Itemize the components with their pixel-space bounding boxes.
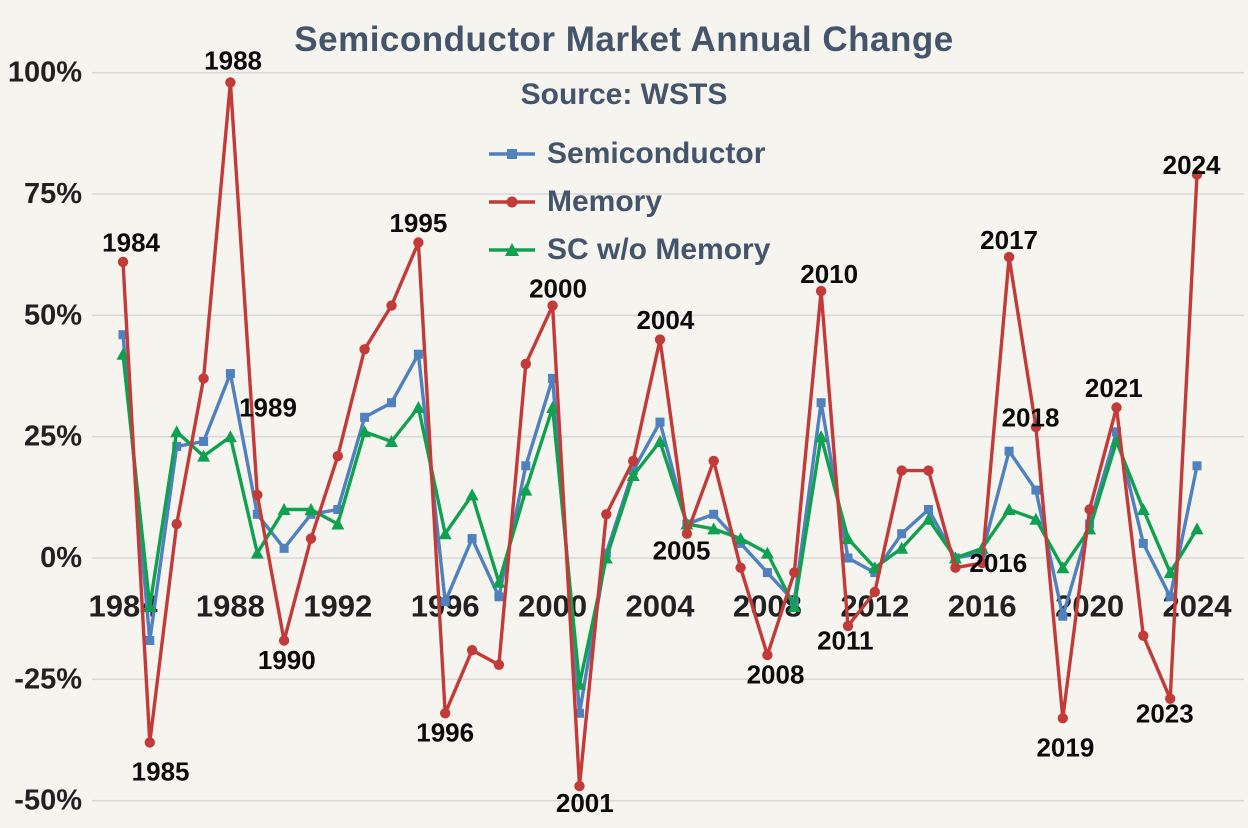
point-annotation: 2017 <box>980 225 1038 255</box>
point-annotation: 1995 <box>389 208 447 238</box>
x-axis-label: 1988 <box>196 589 265 624</box>
point-annotation: 2024 <box>1163 150 1221 180</box>
y-axis-label: 0% <box>40 542 82 574</box>
point-annotation: 1988 <box>204 46 262 76</box>
x-axis-label: 2004 <box>626 589 696 624</box>
y-axis-label: -25% <box>14 663 82 695</box>
point-annotation: 2016 <box>969 548 1027 578</box>
y-axis-labels: 100% 75% 50% 25% 0% -25% -50% <box>8 57 82 817</box>
memory-line-marker-icon <box>489 196 535 208</box>
semiconductor-line-marker-icon <box>489 149 535 159</box>
sc-wo-memory-line-marker-icon <box>489 243 535 256</box>
point-annotation: 2019 <box>1036 732 1094 762</box>
legend: Semiconductor Memory SC w/o Memory <box>487 130 770 274</box>
point-annotation: 2011 <box>817 626 873 656</box>
chart-subtitle: Source: WSTS <box>520 78 728 111</box>
legend-label-semiconductor: Semiconductor <box>547 137 766 170</box>
y-axis-label: 50% <box>24 299 82 331</box>
point-annotation: 2010 <box>800 259 858 289</box>
point-annotation: 2004 <box>636 305 694 335</box>
point-annotation: 2000 <box>529 274 587 304</box>
gridlines <box>92 71 1244 802</box>
point-annotation: 1990 <box>258 645 316 675</box>
point-annotation: 2023 <box>1136 698 1194 728</box>
point-annotation: 2005 <box>653 536 711 566</box>
y-axis-label: 75% <box>24 178 82 210</box>
point-annotation: 2018 <box>1002 402 1060 432</box>
legend-item-memory: Memory <box>487 178 770 226</box>
x-axis-label: 1992 <box>303 589 372 624</box>
legend-label-memory: Memory <box>547 185 663 218</box>
x-axis-label: 2016 <box>948 589 1017 624</box>
legend-item-semiconductor: Semiconductor <box>487 130 770 178</box>
chart-title: Semiconductor Market Annual Change <box>294 20 954 59</box>
point-annotation: 1996 <box>416 718 474 748</box>
legend-item-sc-wo-memory: SC w/o Memory <box>487 226 770 274</box>
point-annotations: 1984 1985 1988 1989 1990 1995 1996 2000 2001 2004… <box>102 46 1221 819</box>
y-axis-label: -50% <box>14 785 82 817</box>
point-annotation: 1984 <box>102 228 160 258</box>
point-annotation: 1989 <box>239 393 297 423</box>
x-axis-label: 2000 <box>518 589 587 624</box>
point-annotation: 2021 <box>1085 373 1143 403</box>
point-annotation: 1985 <box>132 757 190 787</box>
y-axis-label: 100% <box>8 57 82 89</box>
point-annotation: 2008 <box>747 660 805 690</box>
legend-label-sc-wo-memory: SC w/o Memory <box>547 233 771 266</box>
y-axis-label: 25% <box>24 421 82 453</box>
series-memory <box>117 77 1203 792</box>
point-annotation: 2001 <box>556 788 614 818</box>
